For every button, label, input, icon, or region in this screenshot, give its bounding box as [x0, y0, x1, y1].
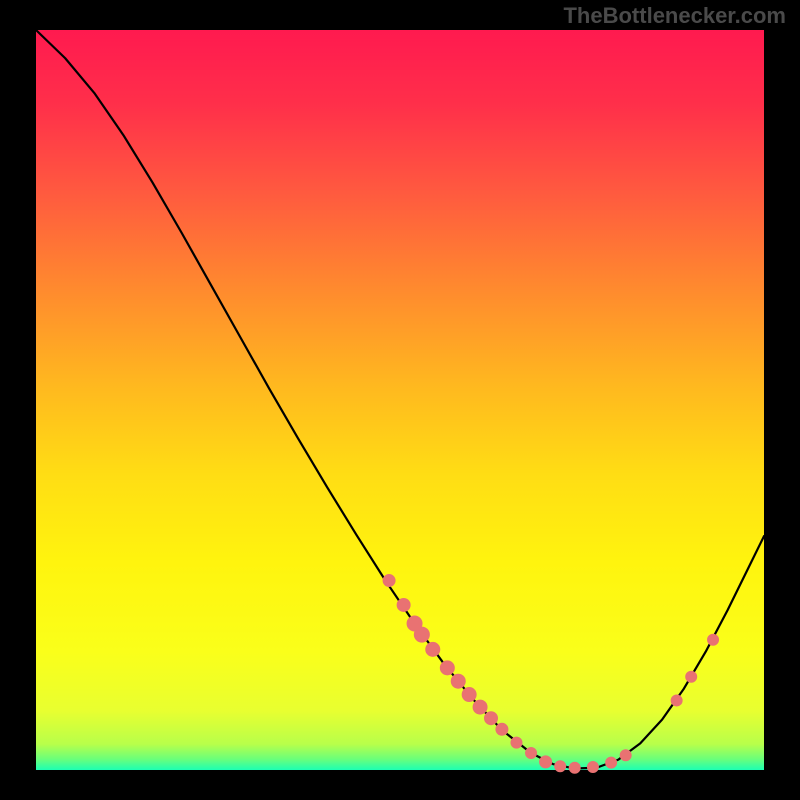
data-marker	[473, 700, 487, 714]
data-marker	[511, 737, 522, 748]
data-marker	[485, 712, 498, 725]
data-marker	[414, 627, 429, 642]
data-marker	[440, 661, 454, 675]
plot-area	[36, 30, 764, 770]
data-marker	[397, 598, 410, 611]
data-marker	[540, 756, 552, 768]
data-marker	[686, 671, 697, 682]
data-marker	[708, 634, 719, 645]
data-marker	[383, 575, 395, 587]
curve-layer	[36, 30, 764, 770]
data-marker	[555, 761, 566, 772]
data-marker	[526, 747, 537, 758]
data-marker	[496, 723, 508, 735]
chart-root: TheBottlenecker.com	[0, 0, 800, 800]
data-marker	[451, 674, 465, 688]
data-marker	[462, 688, 476, 702]
attribution-label: TheBottlenecker.com	[563, 3, 786, 29]
data-markers	[383, 575, 718, 774]
data-marker	[426, 642, 440, 656]
data-marker	[671, 695, 682, 706]
data-marker	[620, 750, 631, 761]
data-marker	[569, 762, 580, 773]
data-marker	[606, 757, 617, 768]
bottleneck-curve	[36, 30, 764, 769]
data-marker	[587, 762, 598, 773]
